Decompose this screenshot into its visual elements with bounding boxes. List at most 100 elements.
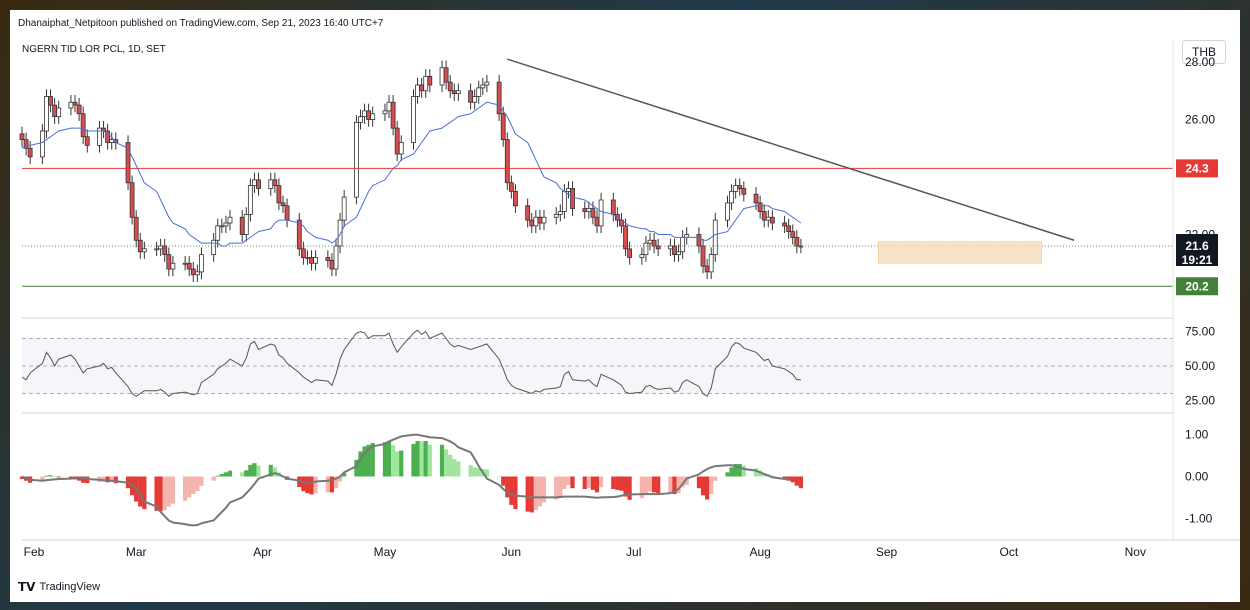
candle-body xyxy=(68,101,74,109)
macd-histogram-bar xyxy=(195,476,200,492)
candle-body xyxy=(190,268,196,276)
macd-histogram-bar xyxy=(684,476,689,485)
macd-histogram-bar xyxy=(313,476,318,494)
time-tick-label: Sep xyxy=(876,545,898,559)
candle xyxy=(252,172,257,193)
candle-body xyxy=(52,104,58,118)
candle-body xyxy=(508,182,514,192)
time-tick-label: May xyxy=(374,545,397,559)
macd-histogram-bar xyxy=(142,476,147,510)
tradingview-logo[interactable]: 𝗧𝗩 TradingView xyxy=(18,580,100,594)
macd-histogram-bar xyxy=(395,451,400,477)
macd-tick-label: -1.00 xyxy=(1185,511,1213,525)
time-tick-label: Apr xyxy=(253,545,272,559)
candle xyxy=(23,132,29,156)
macd-histogram-bar xyxy=(105,476,110,483)
candle-body xyxy=(97,127,102,146)
candle-body xyxy=(700,245,706,267)
candle-body xyxy=(712,219,718,256)
candle-body xyxy=(411,96,416,143)
candle-body xyxy=(370,113,376,120)
candle xyxy=(508,175,514,199)
macd-histogram-bar xyxy=(52,476,57,477)
candle xyxy=(513,184,518,213)
candle-body xyxy=(427,75,433,86)
candle-body xyxy=(137,239,143,253)
candle-body xyxy=(496,81,502,115)
price-scale: 28.0026.0022.0024.320.221.619:2175.0050.… xyxy=(22,40,1240,541)
macd-histogram-bar xyxy=(656,476,661,494)
candle-body xyxy=(39,130,45,158)
candle-body xyxy=(390,101,396,129)
macd-histogram-bar xyxy=(790,476,795,483)
candle-body xyxy=(570,188,575,210)
macd-histogram-bar xyxy=(794,476,799,486)
time-tick-label: Mar xyxy=(126,545,147,559)
candle xyxy=(370,106,376,127)
macd-histogram-bar xyxy=(676,476,681,494)
candle-body xyxy=(353,121,359,198)
candle-body xyxy=(276,185,282,204)
candle-body xyxy=(655,245,661,250)
candle xyxy=(68,95,74,116)
candle-body xyxy=(513,190,518,207)
macd-histogram-bar xyxy=(737,463,742,477)
last-price-tag-label: 21.6 xyxy=(1185,239,1209,253)
macd-histogram-bar xyxy=(554,476,559,500)
candle-body xyxy=(56,107,62,118)
macd-histogram-bar xyxy=(566,476,571,485)
macd-histogram-bar xyxy=(366,444,371,477)
macd-histogram-bar xyxy=(611,476,616,490)
candle-body xyxy=(439,67,445,86)
macd-histogram-bar xyxy=(252,463,257,477)
candle xyxy=(553,207,559,225)
candle-body xyxy=(199,254,204,273)
macd-histogram-bar xyxy=(786,476,791,481)
candle-body xyxy=(447,81,453,92)
candle-body xyxy=(537,216,543,224)
candle-body xyxy=(129,182,135,218)
candle xyxy=(651,233,657,254)
candle-body xyxy=(561,190,567,212)
candle-body xyxy=(154,248,159,251)
price-tick-label: 26.00 xyxy=(1185,113,1215,127)
candle xyxy=(541,210,547,231)
candle xyxy=(333,238,339,277)
candle-body xyxy=(672,245,677,256)
candle-body xyxy=(186,262,192,270)
currency-button[interactable]: THB xyxy=(1182,40,1226,64)
macd-histogram-bar xyxy=(643,476,649,495)
macd-histogram-bar xyxy=(598,476,604,487)
candle xyxy=(358,109,363,130)
candle-body xyxy=(451,90,457,95)
candle-body xyxy=(468,90,473,103)
macd-histogram-bar xyxy=(301,476,306,492)
candle xyxy=(594,210,600,234)
macd-histogram-bar xyxy=(154,476,159,511)
macd-histogram-bar xyxy=(541,476,547,503)
candle-body xyxy=(19,133,25,141)
candle xyxy=(561,184,567,219)
candle-body xyxy=(211,239,217,256)
candle-body xyxy=(708,254,714,273)
macd-histogram-bar xyxy=(713,476,718,481)
candle xyxy=(154,241,159,257)
candle xyxy=(557,204,563,222)
candle xyxy=(296,212,302,257)
candle xyxy=(268,172,274,196)
candle xyxy=(700,238,706,274)
candle-body xyxy=(627,248,633,258)
candle xyxy=(129,175,135,225)
macd-histogram-bar xyxy=(382,442,388,477)
candle xyxy=(447,74,453,98)
candle-body xyxy=(419,84,425,92)
candle xyxy=(769,210,775,231)
macd-histogram-bar xyxy=(248,464,253,477)
macd-tick-label: 1.00 xyxy=(1185,428,1209,442)
candle-body xyxy=(215,225,221,241)
candle xyxy=(439,60,445,93)
candle-body xyxy=(325,257,331,261)
candle xyxy=(223,215,229,234)
candle xyxy=(533,210,539,234)
